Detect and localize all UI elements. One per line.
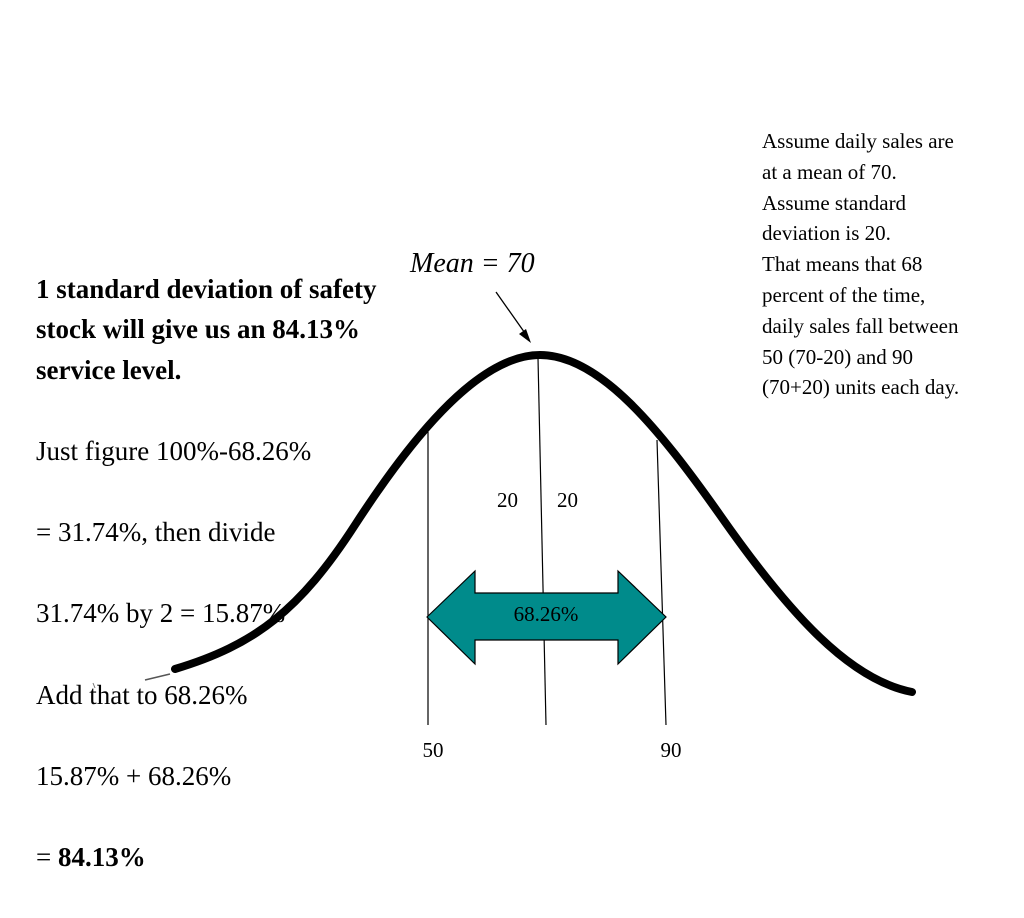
axis-label-90: 90 — [661, 738, 682, 762]
calc-step-2: = 31.74%, then divide — [36, 517, 276, 548]
bell-curve — [171, 350, 916, 696]
assumptions-text: Assume daily sales are at a mean of 70. … — [762, 129, 960, 400]
curve-tail-mark — [144, 673, 171, 681]
mean-pointer-arrowhead — [519, 329, 531, 343]
calc-step-1: Just figure 100%-68.26% — [36, 435, 312, 466]
mean-line — [537, 357, 547, 726]
calc-result-prefix: = — [36, 841, 58, 872]
range-double-arrow — [426, 569, 667, 666]
sd-right-line — [656, 439, 667, 726]
normal-distribution-diagram: Mean = 70 20 20 68.26% 50 90 — [92, 248, 916, 762]
range-percent-label: 68.26% — [514, 602, 579, 626]
axis-label-50: 50 — [423, 738, 444, 762]
mean-pointer-line — [495, 291, 528, 337]
calc-result: = 84.13% — [36, 837, 396, 878]
left-sd-label: 20 — [497, 488, 518, 512]
service-level-statement: 1 standard deviation of safety stock wil… — [36, 273, 377, 385]
calc-result-value: 84.13% — [57, 841, 146, 872]
right-sd-label: 20 — [557, 488, 578, 512]
calc-step-4: Add that to 68.26% — [36, 679, 248, 710]
left-explanation: 1 standard deviation of safety stock wil… — [36, 228, 396, 918]
stray-mark — [92, 682, 96, 689]
mean-label: Mean = 70 — [409, 248, 535, 279]
